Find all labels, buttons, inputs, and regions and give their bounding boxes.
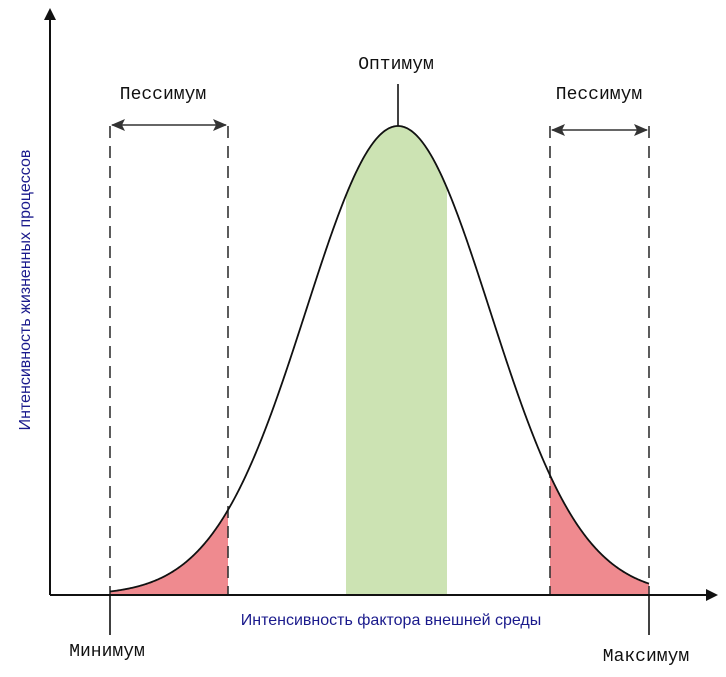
- y-axis-label: Интенсивность жизненных процессов: [17, 150, 34, 431]
- optimum-label: Оптимум: [358, 55, 434, 75]
- pessimum-left-label: Пессимум: [120, 85, 206, 105]
- pessimum-zone-left: [110, 126, 228, 595]
- x-axis-label: Интенсивность фактора внешней среды: [241, 612, 542, 629]
- maximum-label: Максимум: [603, 647, 689, 667]
- pessimum-zone-right: [550, 126, 649, 595]
- tolerance-curve: [109, 125, 650, 593]
- optimum-zone: [346, 126, 447, 595]
- minimum-label: Минимум: [69, 642, 145, 662]
- pessimum-right-label: Пессимум: [556, 85, 642, 105]
